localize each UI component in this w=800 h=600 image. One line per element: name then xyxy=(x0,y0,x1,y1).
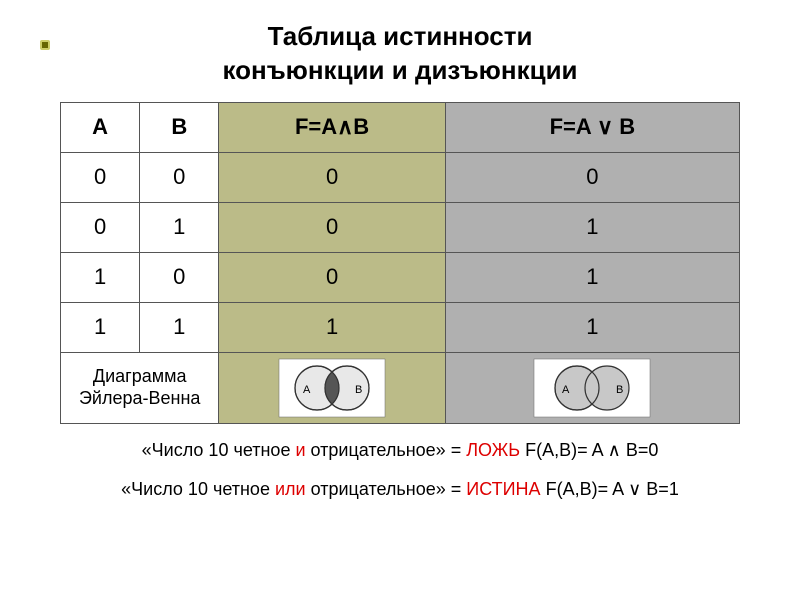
title-line2: конъюнкции и дизъюнкции xyxy=(222,55,577,85)
header-disjunction: F=A ∨ B xyxy=(445,102,739,152)
cell-a: 1 xyxy=(61,302,140,352)
title-bullet xyxy=(40,40,50,50)
table-row: 1 1 1 1 xyxy=(61,302,740,352)
venn-or-diagram: A B xyxy=(532,357,652,419)
venn-or-cell: A B xyxy=(445,352,739,423)
cell-d: 1 xyxy=(445,252,739,302)
page-title: Таблица истинности конъюнкции и дизъюнкц… xyxy=(40,20,760,88)
header-a: A xyxy=(61,102,140,152)
cell-a: 0 xyxy=(61,202,140,252)
table-row: 0 1 0 1 xyxy=(61,202,740,252)
venn-and-cell: A B xyxy=(219,352,445,423)
venn-and-diagram: A B xyxy=(277,357,387,419)
cell-d: 1 xyxy=(445,302,739,352)
header-row: A B F=A∧B F=A ∨ B xyxy=(61,102,740,152)
header-conjunction: F=A∧B xyxy=(219,102,445,152)
cell-c: 0 xyxy=(219,252,445,302)
table-row: 1 0 0 1 xyxy=(61,252,740,302)
truth-table: A B F=A∧B F=A ∨ B 0 0 0 0 0 1 0 1 1 0 0 … xyxy=(60,102,740,424)
cell-d: 0 xyxy=(445,152,739,202)
or-symbol: ∨ xyxy=(597,114,613,139)
venn-label-b: B xyxy=(355,384,362,396)
cell-b: 0 xyxy=(140,252,219,302)
venn-label-a: A xyxy=(562,384,570,396)
cell-b: 1 xyxy=(140,302,219,352)
cell-a: 1 xyxy=(61,252,140,302)
red-or: или xyxy=(275,479,306,499)
cell-d: 1 xyxy=(445,202,739,252)
cell-c: 1 xyxy=(219,302,445,352)
red-true: ИСТИНА xyxy=(466,479,540,499)
table-row: 0 0 0 0 xyxy=(61,152,740,202)
cell-b: 1 xyxy=(140,202,219,252)
header-b: B xyxy=(140,102,219,152)
venn-label-a: A xyxy=(303,384,311,396)
red-and: и xyxy=(295,440,305,460)
red-false: ЛОЖЬ xyxy=(466,440,520,460)
cell-b: 0 xyxy=(140,152,219,202)
example-2: «Число 10 четное или отрицательное» = ИС… xyxy=(40,479,760,500)
title-line1: Таблица истинности xyxy=(268,21,533,51)
cell-a: 0 xyxy=(61,152,140,202)
cell-c: 0 xyxy=(219,152,445,202)
venn-row: Диаграмма Эйлера-Венна A B xyxy=(61,352,740,423)
and-symbol: ∧ xyxy=(337,114,353,139)
cell-c: 0 xyxy=(219,202,445,252)
venn-label-b: B xyxy=(616,384,623,396)
venn-label-cell: Диаграмма Эйлера-Венна xyxy=(61,352,219,423)
example-1: «Число 10 четное и отрицательное» = ЛОЖЬ… xyxy=(40,440,760,461)
